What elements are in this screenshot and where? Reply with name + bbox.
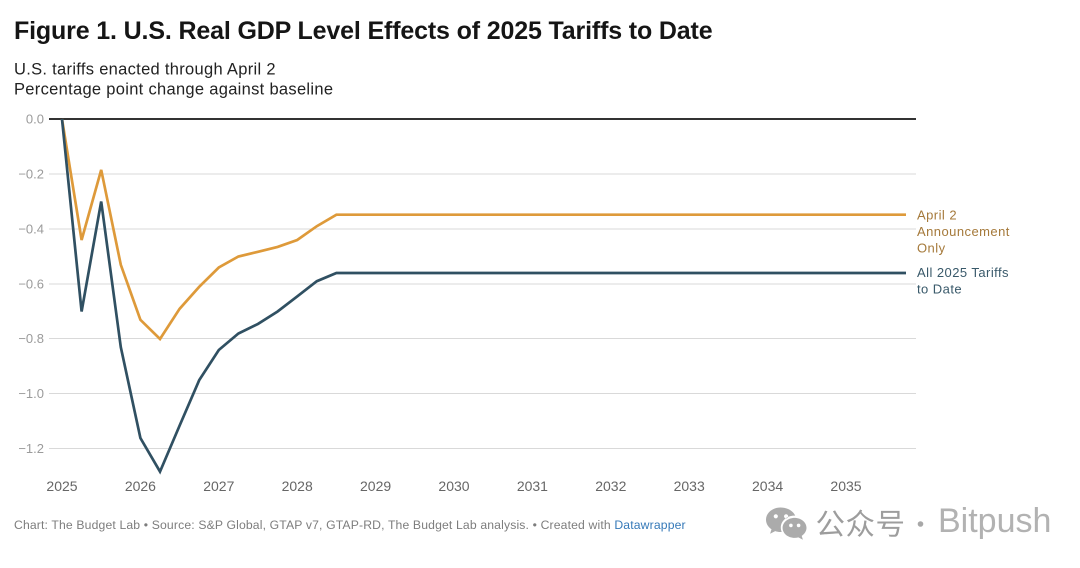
svg-text:2034: 2034 xyxy=(752,478,783,494)
svg-text:−0.4: −0.4 xyxy=(18,222,44,237)
svg-text:Announcement: Announcement xyxy=(917,224,1010,239)
svg-text:−0.2: −0.2 xyxy=(18,167,44,182)
svg-text:U.S. tariffs enacted through A: U.S. tariffs enacted through April 2 xyxy=(14,61,276,79)
svg-text:2026: 2026 xyxy=(125,478,156,494)
svg-text:2033: 2033 xyxy=(674,478,705,494)
svg-text:−1.2: −1.2 xyxy=(18,441,44,456)
svg-text:Figure 1. U.S. Real GDP Level: Figure 1. U.S. Real GDP Level Effects of… xyxy=(14,17,713,45)
svg-text:2025: 2025 xyxy=(46,478,77,494)
svg-text:−0.6: −0.6 xyxy=(18,277,44,292)
svg-text:2027: 2027 xyxy=(203,478,234,494)
svg-text:Percentage point change agains: Percentage point change against baseline xyxy=(14,81,333,99)
svg-text:2031: 2031 xyxy=(517,478,548,494)
svg-text:2032: 2032 xyxy=(595,478,626,494)
svg-text:−1.0: −1.0 xyxy=(18,386,44,401)
svg-text:All 2025 Tariffs: All 2025 Tariffs xyxy=(917,265,1009,280)
svg-text:to Date: to Date xyxy=(917,282,962,297)
svg-text:2028: 2028 xyxy=(282,478,313,494)
svg-text:Only: Only xyxy=(917,241,946,256)
svg-text:April 2: April 2 xyxy=(917,208,957,223)
svg-text:0.0: 0.0 xyxy=(26,112,44,127)
svg-text:2029: 2029 xyxy=(360,478,391,494)
svg-text:−0.8: −0.8 xyxy=(18,331,44,346)
svg-text:2030: 2030 xyxy=(438,478,469,494)
svg-text:2035: 2035 xyxy=(830,478,861,494)
svg-text:Bitpush: Bitpush xyxy=(938,502,1051,540)
svg-text:Chart: The Budget Lab • Source: Chart: The Budget Lab • Source: S&P Glob… xyxy=(14,518,686,532)
